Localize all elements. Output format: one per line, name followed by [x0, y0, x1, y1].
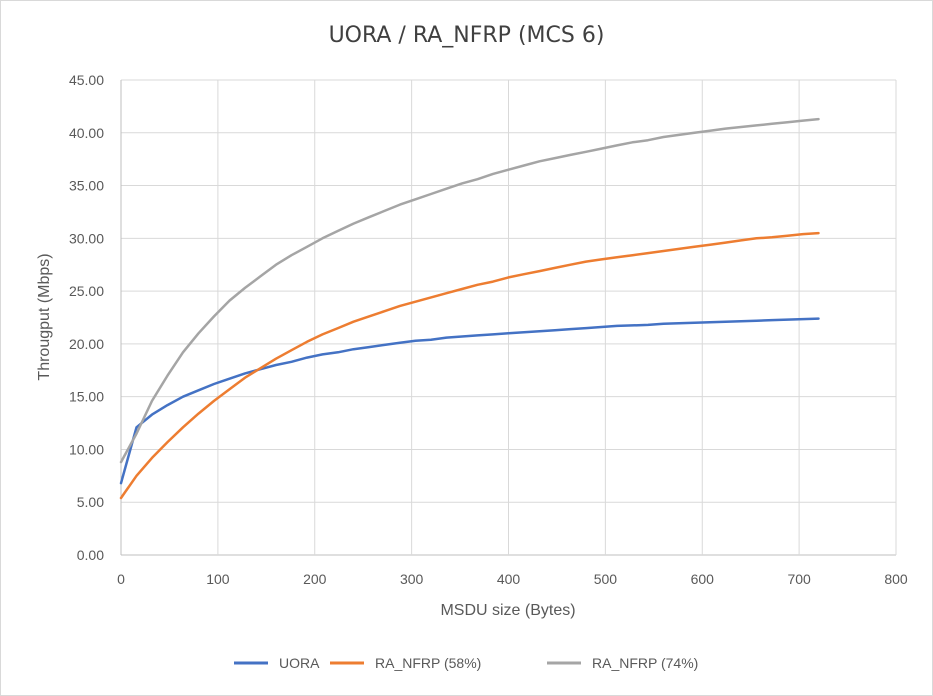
series-line-3 [119, 117, 820, 464]
y-tick-label: 10.00 [69, 441, 104, 457]
x-tick-label: 200 [303, 571, 327, 587]
y-axis-title: Througput (Mbps) [36, 253, 53, 380]
legend-label-3: RA_NFRP (74%) [592, 655, 698, 671]
series-line-1 [119, 317, 820, 485]
legend-label-2: RA_NFRP (58%) [375, 655, 481, 671]
y-tick-label: 25.00 [69, 283, 104, 299]
y-tick-label: 45.00 [69, 72, 104, 88]
y-tick-label: 0.00 [77, 547, 104, 563]
series-line-2 [119, 231, 820, 500]
y-tick-label: 30.00 [69, 230, 104, 246]
y-tick-label: 5.00 [77, 494, 104, 510]
x-tick-label: 300 [400, 571, 424, 587]
legend-label-1: UORA [279, 655, 320, 671]
gridlines [120, 79, 897, 556]
y-tick-label: 40.00 [69, 125, 104, 141]
y-axis-ticks: 0.00 5.00 10.00 15.00 20.00 25.00 30.00 35.00 40… [69, 72, 104, 563]
x-tick-label: 400 [497, 571, 521, 587]
x-tick-label: 100 [206, 571, 230, 587]
x-tick-label: 600 [691, 571, 715, 587]
series-lines [119, 117, 820, 500]
x-tick-label: 800 [884, 571, 908, 587]
y-tick-label: 20.00 [69, 336, 104, 352]
legend: UORA RA_NFRP (58%) RA_NFRP (74%) [234, 655, 698, 671]
x-tick-label: 0 [117, 571, 125, 587]
x-tick-label: 500 [594, 571, 618, 587]
x-axis-title: MSDU size (Bytes) [440, 602, 575, 619]
x-axis-ticks: 0 100 200 300 400 500 600 700 800 [117, 571, 908, 587]
x-tick-label: 700 [787, 571, 811, 587]
chart-title: UORA / RA_NFRP (MCS 6) [328, 23, 605, 48]
y-tick-label: 15.00 [69, 389, 104, 405]
y-tick-label: 35.00 [69, 178, 104, 194]
